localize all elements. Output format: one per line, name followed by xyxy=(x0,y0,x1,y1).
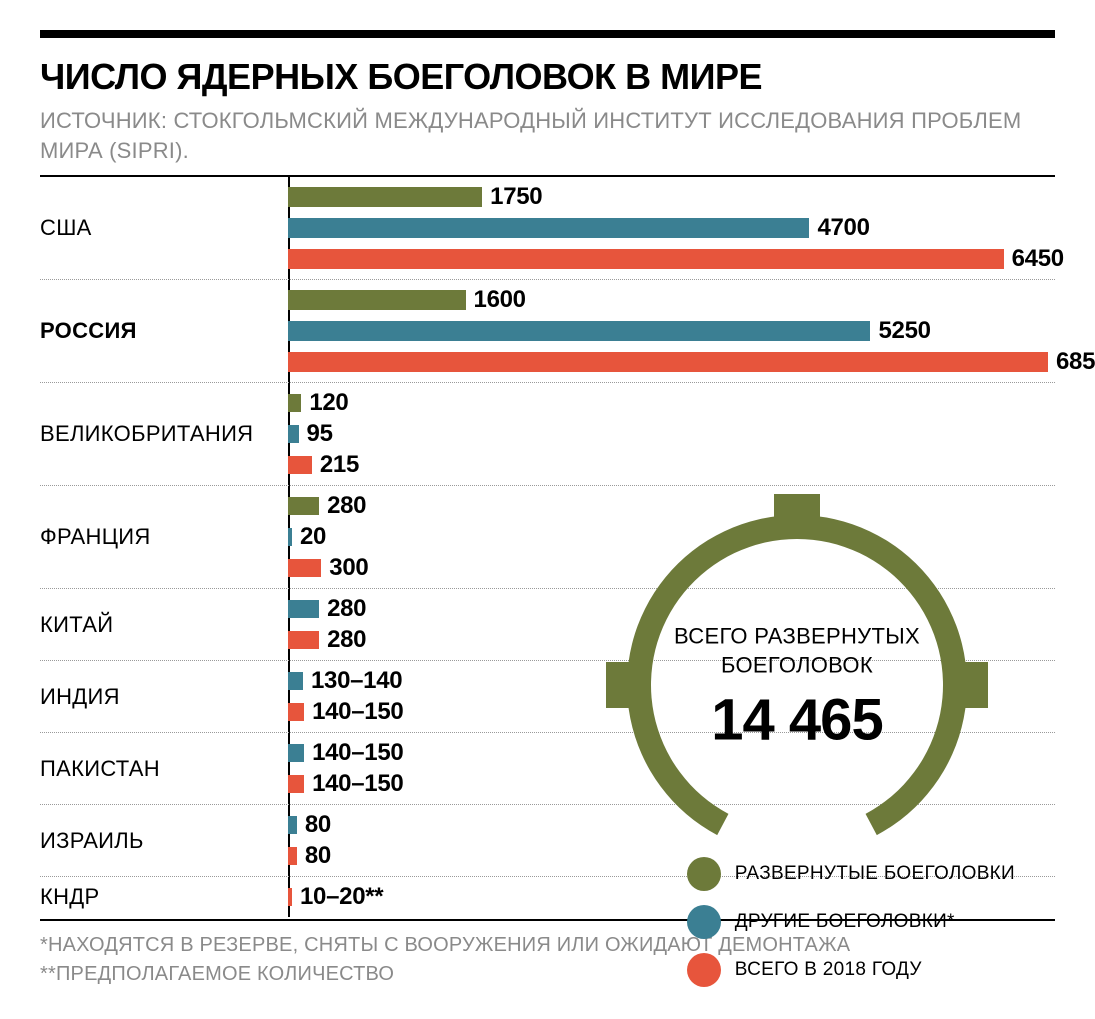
bar-value: 1600 xyxy=(474,286,526,314)
bar-value: 80 xyxy=(305,811,331,839)
chart-area: США175047006450РОССИЯ160052506850ВЕЛИКОБ… xyxy=(40,177,1055,917)
bar-value: 4700 xyxy=(817,214,869,242)
bar-line: 1750 xyxy=(288,183,1064,211)
bar xyxy=(288,600,319,618)
bar-value: 120 xyxy=(309,389,348,417)
bar-value: 20 xyxy=(300,523,326,551)
total-widget: ВСЕГО РАЗВЕРНУТЫХ БОЕГОЛОВОК 14 465 xyxy=(599,487,995,883)
bar xyxy=(288,847,297,865)
bar-value: 6450 xyxy=(1012,245,1064,273)
legend: РАЗВЕРНУТЫЕ БОЕГОЛОВКИ ДРУГИЕ БОЕГОЛОВКИ*… xyxy=(687,857,1015,987)
bar xyxy=(288,394,301,412)
bar-value: 215 xyxy=(320,451,359,479)
bar xyxy=(288,352,1048,372)
table-row: ВЕЛИКОБРИТАНИЯ 120 95 215 xyxy=(40,383,1055,486)
total-label: ВСЕГО РАЗВЕРНУТЫХ БОЕГОЛОВОК xyxy=(650,623,943,680)
bar-value: 140–150 xyxy=(312,698,403,726)
legend-swatch-icon xyxy=(687,857,721,891)
chart-subtitle: ИСТОЧНИК: СТОКГОЛЬМСКИЙ МЕЖДУНАРОДНЫЙ ИН… xyxy=(40,106,1055,165)
bar xyxy=(288,528,292,546)
legend-label: ВСЕГО В 2018 ГОДУ xyxy=(735,959,922,981)
bar xyxy=(288,290,466,310)
bar xyxy=(288,775,304,793)
bar xyxy=(288,816,297,834)
row-label: КНДР xyxy=(40,884,288,910)
bar-value: 5250 xyxy=(878,317,930,345)
chart-title: ЧИСЛО ЯДЕРНЫХ БОЕГОЛОВОК В МИРЕ xyxy=(40,56,1055,98)
row-label: ФРАНЦИЯ xyxy=(40,524,288,550)
legend-swatch-icon xyxy=(687,953,721,987)
bars-area: 120 95 215 xyxy=(288,383,1055,485)
legend-item: ДРУГИЕ БОЕГОЛОВКИ* xyxy=(687,905,1015,939)
table-row: РОССИЯ160052506850 xyxy=(40,280,1055,383)
bar-value: 130–140 xyxy=(311,667,402,695)
bar-value: 280 xyxy=(327,492,366,520)
bar xyxy=(288,425,299,443)
row-label: РОССИЯ xyxy=(40,318,288,344)
row-label: ИЗРАИЛЬ xyxy=(40,828,288,854)
bar-line: 215 xyxy=(288,451,1055,479)
bar xyxy=(288,631,319,649)
bar xyxy=(288,218,809,238)
row-label: КИТАЙ xyxy=(40,612,288,638)
bar-line: 5250 xyxy=(288,317,1095,345)
table-row: США175047006450 xyxy=(40,177,1055,280)
bar-line: 95 xyxy=(288,420,1055,448)
legend-label: ДРУГИЕ БОЕГОЛОВКИ* xyxy=(735,911,955,933)
bar-value: 80 xyxy=(305,842,331,870)
bar xyxy=(288,703,304,721)
bar-line: 6850 xyxy=(288,348,1095,376)
bar-value: 140–150 xyxy=(312,770,403,798)
bar xyxy=(288,497,319,515)
legend-item: РАЗВЕРНУТЫЕ БОЕГОЛОВКИ xyxy=(687,857,1015,891)
bars-area: 1750 4700 6450 xyxy=(288,177,1064,279)
bar-value: 300 xyxy=(329,554,368,582)
bar-value: 280 xyxy=(327,626,366,654)
bar-value: 10–20** xyxy=(300,883,383,911)
bar xyxy=(288,744,304,762)
legend-label: РАЗВЕРНУТЫЕ БОЕГОЛОВКИ xyxy=(735,863,1015,885)
bar xyxy=(288,249,1004,269)
bar-value: 140–150 xyxy=(312,739,403,767)
legend-swatch-icon xyxy=(687,905,721,939)
row-label: ИНДИЯ xyxy=(40,684,288,710)
top-rule xyxy=(40,30,1055,38)
bar-line: 4700 xyxy=(288,214,1064,242)
bar xyxy=(288,559,321,577)
row-label: США xyxy=(40,215,288,241)
total-value: 14 465 xyxy=(650,686,943,753)
bar-line: 120 xyxy=(288,389,1055,417)
bars-area: 1600 5250 6850 xyxy=(288,280,1095,382)
bar xyxy=(288,321,870,341)
bar-value: 1750 xyxy=(490,183,542,211)
row-label: ВЕЛИКОБРИТАНИЯ xyxy=(40,421,288,447)
legend-item: ВСЕГО В 2018 ГОДУ xyxy=(687,953,1015,987)
bar-line: 6450 xyxy=(288,245,1064,273)
bar xyxy=(288,888,292,906)
bar-value: 95 xyxy=(307,420,333,448)
bar xyxy=(288,456,312,474)
bar xyxy=(288,187,482,207)
bar-value: 6850 xyxy=(1056,348,1095,376)
row-label: ПАКИСТАН xyxy=(40,756,288,782)
bar xyxy=(288,672,303,690)
bar-line: 1600 xyxy=(288,286,1095,314)
bar-value: 280 xyxy=(327,595,366,623)
